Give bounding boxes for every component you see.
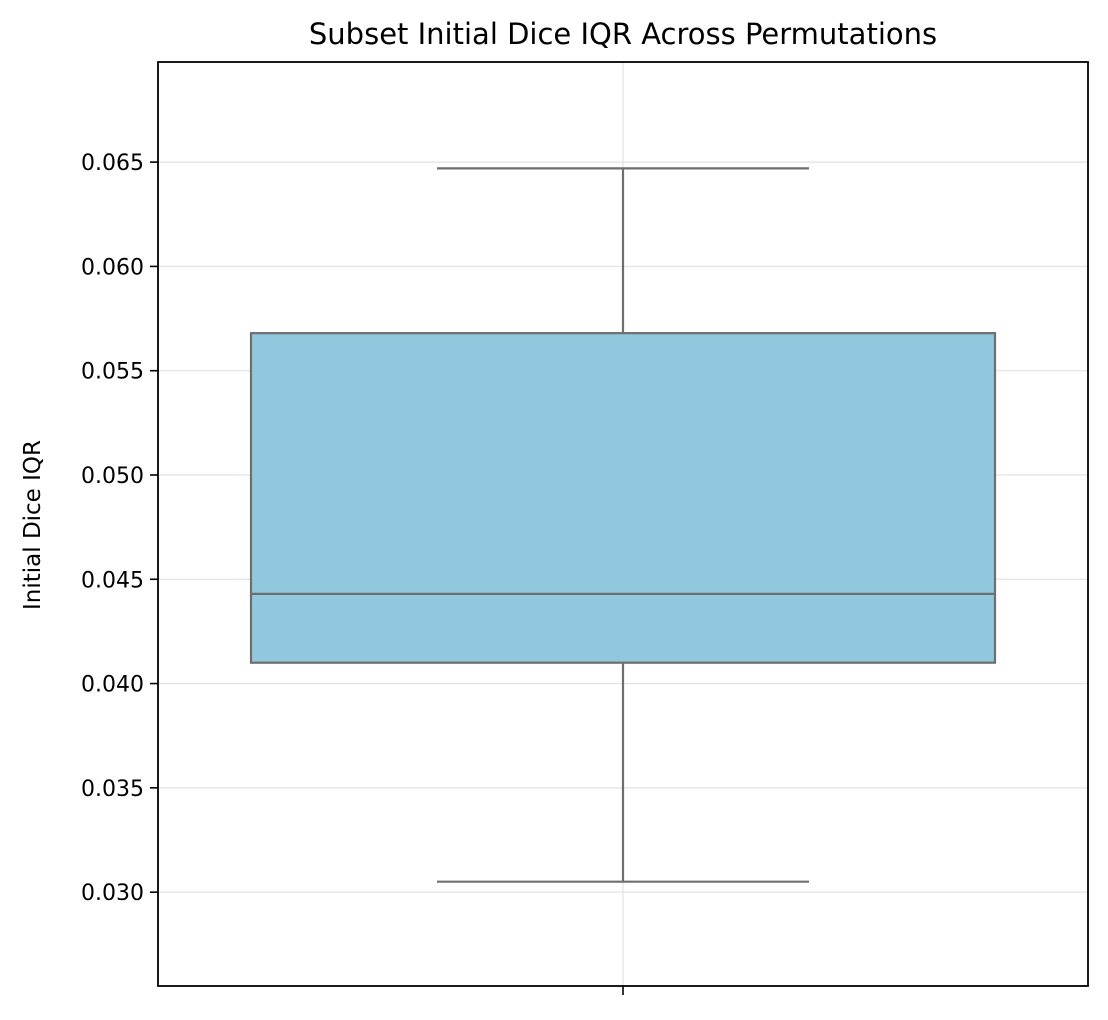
y-tick-label: 0.035	[81, 777, 144, 802]
y-tick-label: 0.065	[81, 151, 144, 176]
chart-title: Subset Initial Dice IQR Across Permutati…	[309, 17, 937, 51]
iqr-box	[249, 332, 997, 664]
box-layer	[249, 167, 997, 883]
y-tick-label: 0.050	[81, 464, 144, 489]
y-tick-label: 0.045	[81, 568, 144, 593]
y-tick-label: 0.060	[81, 255, 144, 280]
y-tick-label: 0.030	[81, 881, 144, 906]
axes-layer: 0.030 0.035 0.040 0.045 0.050 0.055 0.060 0.065	[81, 61, 1089, 995]
y-tick-label: 0.040	[81, 673, 144, 698]
y-axis-label: Initial Dice IQR	[20, 440, 46, 610]
y-tick-label: 0.055	[81, 360, 144, 385]
